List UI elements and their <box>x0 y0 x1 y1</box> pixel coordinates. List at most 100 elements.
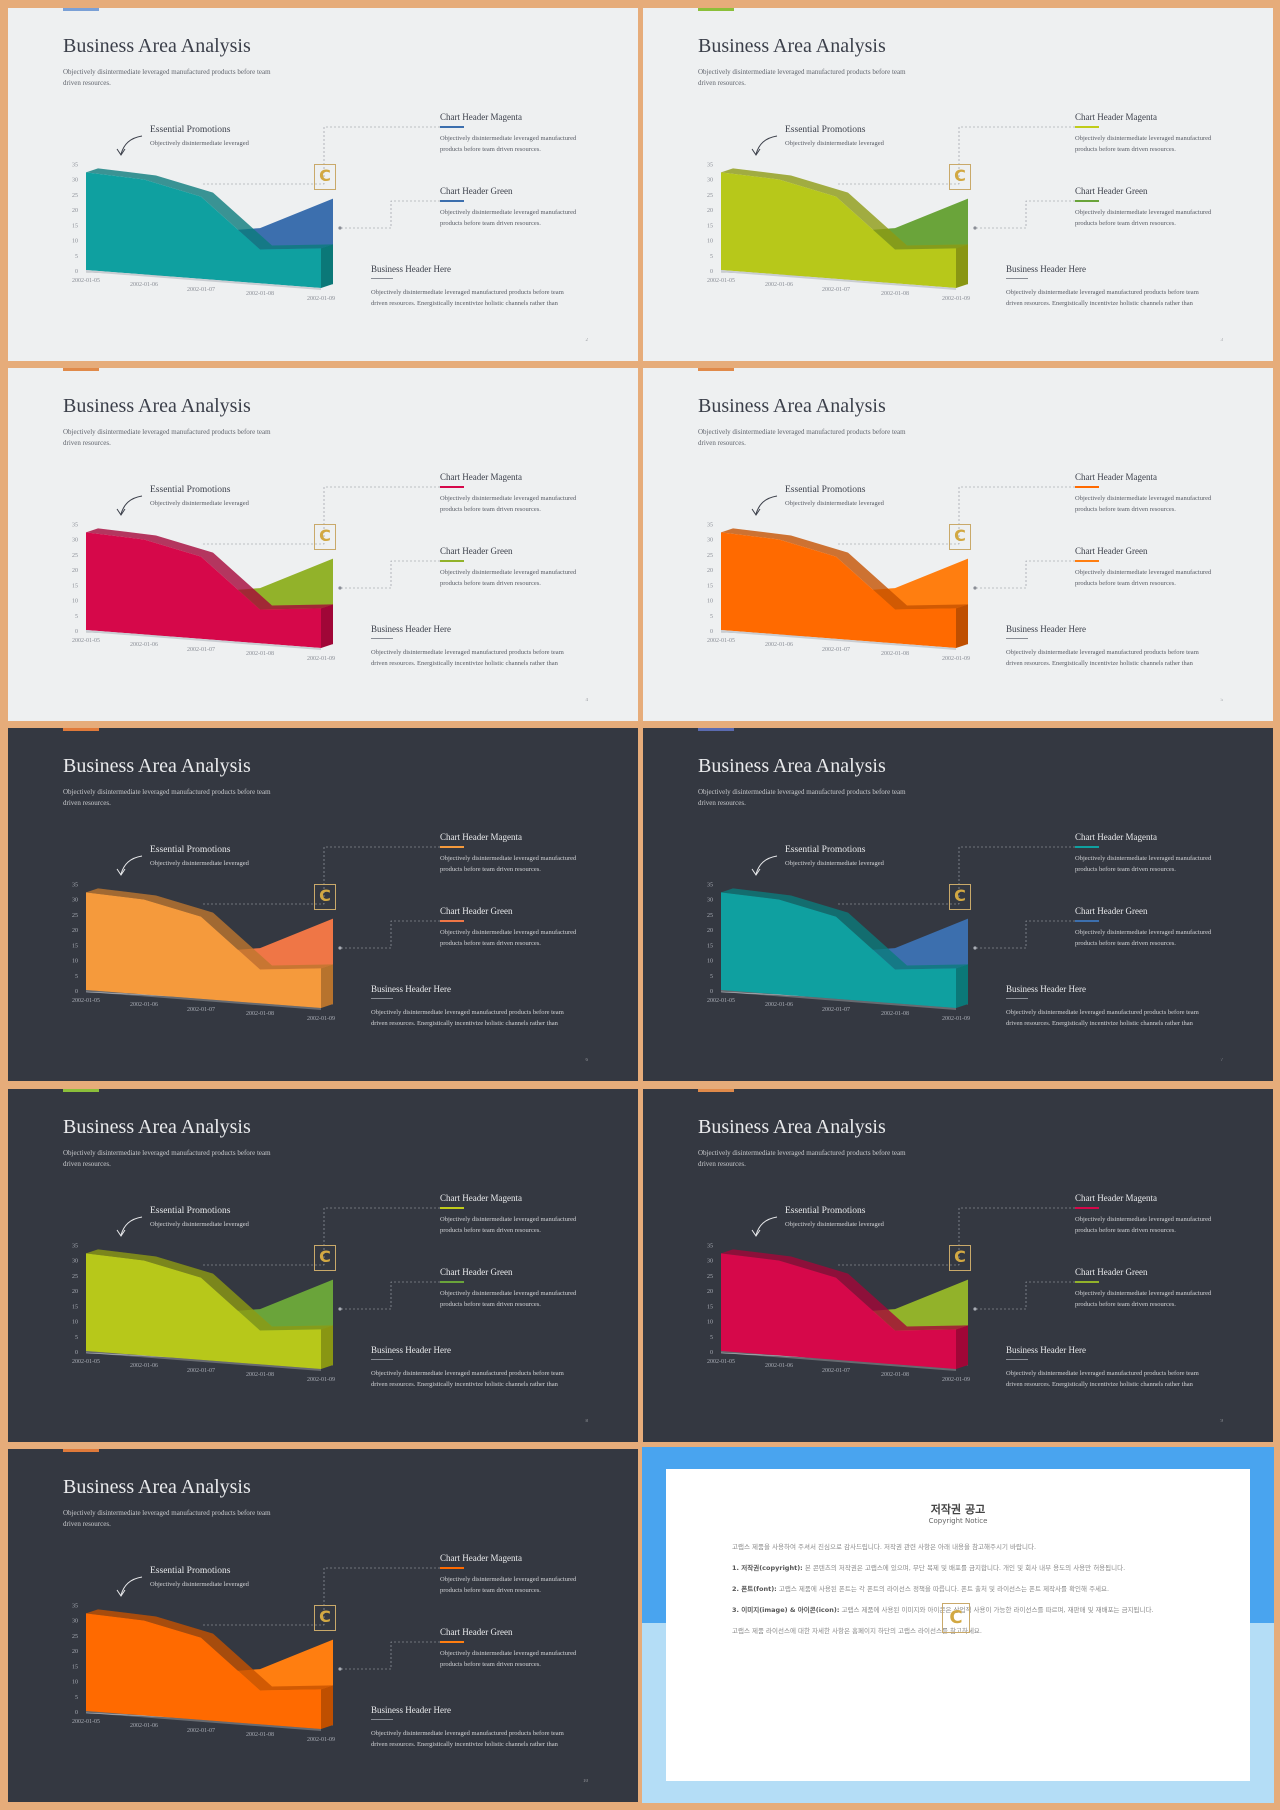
x-tick-label: 2002-01-05 <box>72 638 100 644</box>
business-header-underline <box>371 278 393 279</box>
leader-line-magenta <box>201 126 440 185</box>
curved-arrow-icon <box>116 1575 146 1606</box>
business-header-underline <box>371 1719 393 1720</box>
y-tick-label: 30 <box>707 178 713 184</box>
chart-floor <box>86 1351 321 1371</box>
chart-header-green-text: Objectively disintermediate leveraged ma… <box>440 569 577 587</box>
curved-arrow-svg <box>116 855 143 876</box>
copyright-subtitle: Copyright Notice <box>928 1517 988 1525</box>
chart-header-magenta: Chart Header Magenta <box>1075 112 1157 122</box>
essential-promotions-title: Essential Promotions <box>785 1206 866 1216</box>
x-tick-label: 2002-01-08 <box>246 651 274 657</box>
y-tick-label: 35 <box>72 882 78 888</box>
chart-header-green: Chart Header Green <box>440 1267 513 1277</box>
x-tick-label: 2002-01-07 <box>822 287 850 293</box>
business-header: Business Header Here <box>1006 984 1086 994</box>
y-tick-label: 30 <box>72 1259 78 1265</box>
copyright-intro: 고랩스 제품을 사용하여 주셔서 진심으로 감사드립니다. 저작권 관련 사항은… <box>732 1543 1037 1551</box>
y-tick-label: 35 <box>707 882 713 888</box>
brand-logo-icon: C <box>942 1603 970 1633</box>
area-chart: 0 5 10 15 20 25 30 35 2002-01-05 2002-01-06 2002-0… <box>707 1207 1075 1383</box>
y-tick-label: 30 <box>707 1259 713 1265</box>
chart-floor <box>86 990 321 1010</box>
x-tick-label: 2002-01-09 <box>942 296 970 302</box>
series-front-side-shade <box>956 964 968 1008</box>
x-tick-label: 2002-01-06 <box>130 1363 158 1369</box>
business-header: Business Header Here <box>371 1705 451 1715</box>
arrow-stroke <box>755 495 778 515</box>
area-chart: 0 5 10 15 20 25 30 35 2002-01-05 2002-01-06 2002-0… <box>72 846 440 1022</box>
x-tick-label: 2002-01-06 <box>130 1723 158 1729</box>
y-tick-label: 35 <box>72 162 78 168</box>
area-chart: 0 5 10 15 20 25 30 35 2002-01-05 2002-01-06 2002-0… <box>72 486 440 662</box>
brand-logo-letter: C <box>319 1247 331 1266</box>
slide-subtitle: Objectively disintermediate leveraged ma… <box>698 68 906 87</box>
leader-line-green <box>975 920 1075 949</box>
chart-header-green: Chart Header Green <box>1075 906 1148 916</box>
y-tick-label: 25 <box>72 913 78 919</box>
x-tick-label: 2002-01-09 <box>307 1737 335 1743</box>
chart-header-green: Chart Header Green <box>440 546 513 556</box>
arrow-head <box>116 868 126 876</box>
accent-tab <box>63 728 99 731</box>
curved-arrow-icon <box>751 134 781 165</box>
slide-title: Business Area Analysis <box>698 755 886 777</box>
curved-arrow-icon <box>116 134 146 165</box>
leader-line-magenta <box>836 486 1075 545</box>
slide-title: Business Area Analysis <box>63 1116 251 1138</box>
page-number: 7 <box>1220 1058 1224 1063</box>
brand-logo-icon: C <box>314 1245 336 1271</box>
business-header-text: Objectively disintermediate leveraged ma… <box>371 1009 564 1027</box>
leader-line-green <box>340 1641 440 1670</box>
arrow-stroke <box>120 1576 143 1596</box>
slide-title: Business Area Analysis <box>63 1476 251 1498</box>
copyright-item-3: 3. 이미지(image) & 아이콘(icon): 고랩스 제품에 사용된 이… <box>732 1604 1192 1616</box>
page-number: 3 <box>1220 338 1224 343</box>
slide: Business Area Analysis Objectively disint… <box>8 8 638 361</box>
series-front-area <box>721 532 956 648</box>
leader-line-magenta <box>201 1567 440 1626</box>
y-tick-label: 5 <box>75 614 78 620</box>
leader-dot <box>338 1667 342 1671</box>
chart-header-magenta: Chart Header Magenta <box>1075 472 1157 482</box>
chart-header-magenta-text: Objectively disintermediate leveraged ma… <box>440 1216 577 1234</box>
chart-header-green-underline <box>440 1641 464 1643</box>
series-front-side <box>321 1325 333 1369</box>
x-tick-label: 2002-01-05 <box>72 1359 100 1365</box>
y-tick-label: 20 <box>72 928 78 934</box>
y-tick-label: 0 <box>710 989 713 995</box>
chart-header-green: Chart Header Green <box>1075 186 1148 196</box>
brand-logo-letter: C <box>319 886 331 905</box>
x-tick-label: 2002-01-09 <box>307 1377 335 1383</box>
arrow-stroke <box>120 495 143 515</box>
x-tick-label: 2002-01-07 <box>187 1368 215 1374</box>
y-tick-label: 15 <box>72 1304 78 1310</box>
essential-promotions-title: Essential Promotions <box>150 1566 231 1576</box>
curved-arrow-icon <box>751 1215 781 1246</box>
chart-floor <box>721 630 956 650</box>
accent-tab <box>63 1449 99 1452</box>
chart-floor <box>721 990 956 1010</box>
series-front-side <box>321 604 333 648</box>
y-tick-label: 10 <box>72 959 78 965</box>
chart-header-magenta-underline <box>440 1567 464 1569</box>
curved-arrow-icon <box>751 854 781 885</box>
brand-logo-icon: C <box>949 164 971 190</box>
chart-header-magenta-underline <box>1075 846 1099 848</box>
leader-line-magenta <box>201 486 440 545</box>
page-number: 10 <box>583 1779 588 1784</box>
chart-header-green-text: Objectively disintermediate leveraged ma… <box>440 929 577 947</box>
brand-logo-icon: C <box>314 164 336 190</box>
chart-floor <box>86 1711 321 1731</box>
chart-header-magenta-text: Objectively disintermediate leveraged ma… <box>1075 135 1212 153</box>
business-header: Business Header Here <box>1006 264 1086 274</box>
y-tick-label: 0 <box>75 1710 78 1716</box>
brand-logo-letter: C <box>319 1607 331 1626</box>
y-tick-label: 35 <box>707 162 713 168</box>
brand-logo-letter: C <box>954 526 966 545</box>
chart-header-magenta-text: Objectively disintermediate leveraged ma… <box>1075 495 1212 513</box>
business-header-text: Objectively disintermediate leveraged ma… <box>371 649 564 667</box>
copyright-card: 저작권 공고 Copyright Notice 고랩스 제품을 사용하여 주셔서… <box>666 1469 1250 1781</box>
chart-header-green-underline <box>1075 1281 1099 1283</box>
essential-promotions-text: Objectively disintermediate leveraged <box>150 500 249 507</box>
